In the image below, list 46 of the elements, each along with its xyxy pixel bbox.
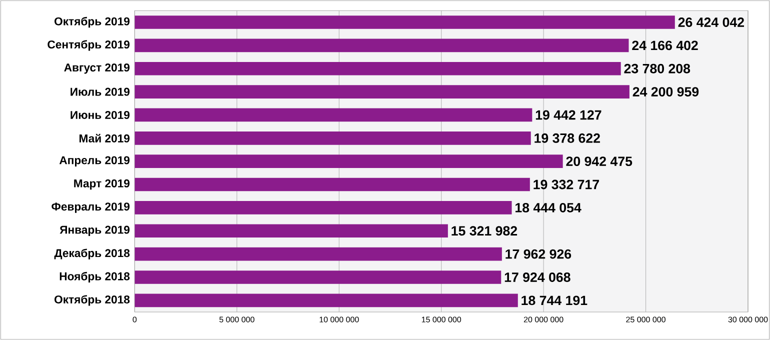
bar [134,224,448,238]
data-label: 26 424 042 [678,18,744,27]
bar [134,38,629,52]
data-label: 18 444 054 [516,202,582,212]
bar [134,16,675,29]
data-label: 17 962 926 [506,249,572,259]
bar [134,294,518,308]
data-label: 19 332 717 [534,180,599,190]
y-tick-label: Август 2019 [64,63,130,74]
x-tick-label: 0 [132,316,137,322]
x-tick-label: 30 000 000 [728,316,768,322]
data-label: 15 321 982 [452,226,518,236]
x-tick-label: 5 000 000 [219,316,254,322]
y-tick-label: Январь 2019 [60,226,130,236]
y-tick-label: Апрель 2019 [59,156,130,166]
bar [134,62,621,76]
y-tick-label: Март 2019 [74,179,130,190]
bar [134,131,531,145]
y-tick-label: Ноябрь 2018 [60,272,130,283]
data-label: 17 924 068 [504,272,570,282]
data-label: 18 744 191 [522,296,588,306]
data-label: 19 378 622 [534,133,600,143]
y-tick-label: Июнь 2019 [70,110,130,119]
x-tick-label: 15 000 000 [422,316,462,322]
bar [134,178,530,192]
bar [134,201,512,214]
data-label: 20 942 475 [566,156,632,166]
bar [134,247,502,261]
x-tick-label: 10 000 000 [320,316,359,322]
bar [134,154,563,168]
bar [134,108,532,122]
bar [134,270,502,284]
x-tick-label: 25 000 000 [626,316,666,322]
x-tick-label: 20 000 000 [524,316,564,322]
data-label: 24 200 959 [632,87,699,97]
y-tick-label: Октябрь 2018 [54,295,130,306]
y-tick-label: Декабрь 2018 [54,248,130,260]
y-tick-label: Сентябрь 2019 [48,40,130,51]
y-tick-label: Февраль 2019 [52,202,130,213]
data-label: 19 442 127 [536,110,602,120]
bar [134,85,630,98]
y-tick-label: Октябрь 2019 [54,16,130,28]
y-tick-label: Июль 2019 [70,88,130,96]
data-label: 23 780 208 [624,64,690,74]
y-tick-label: Май 2019 [80,134,130,142]
data-label: 24 166 402 [632,40,698,50]
